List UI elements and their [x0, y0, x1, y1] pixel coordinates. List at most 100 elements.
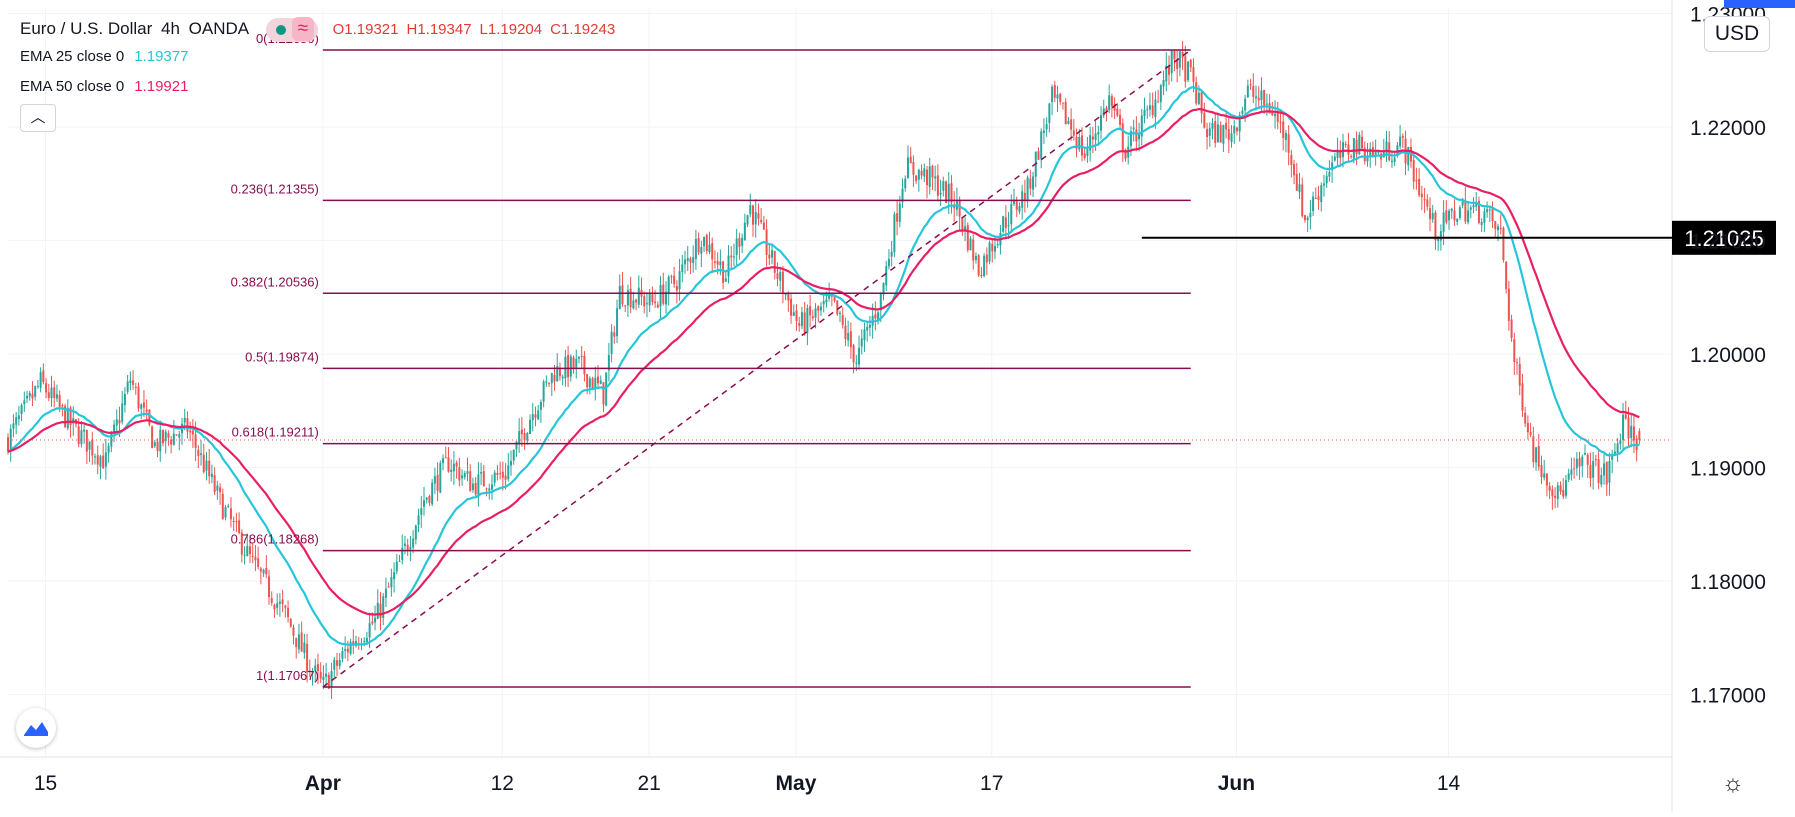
candle-body: [523, 433, 526, 441]
candle: [352, 629, 355, 654]
candle-body: [1021, 191, 1024, 208]
price-tick-label: 1.19000: [1690, 458, 1766, 481]
candle-body: [17, 415, 20, 420]
candle-body: [83, 429, 86, 432]
candle: [406, 538, 409, 556]
candle-body: [909, 156, 912, 164]
candle: [15, 412, 18, 435]
candle-body: [94, 456, 97, 458]
tradingview-logo-icon[interactable]: [16, 708, 56, 748]
candle-body: [382, 596, 385, 618]
indicator-ema25[interactable]: EMA 25 close 0 1.19377: [20, 48, 188, 65]
candle-body: [493, 472, 496, 483]
candle-body: [510, 461, 513, 466]
candle: [991, 238, 994, 263]
candle: [45, 378, 48, 399]
candle: [412, 530, 415, 554]
candle-body: [172, 433, 175, 445]
candle-body: [947, 183, 950, 202]
time-tick-label: 14: [1437, 772, 1461, 795]
candle: [1551, 485, 1554, 510]
candle-body: [1216, 124, 1219, 143]
candle: [1491, 201, 1494, 229]
candle-body: [1377, 151, 1380, 153]
candle: [303, 633, 306, 659]
candle-body: [1225, 122, 1228, 130]
candle: [338, 653, 341, 670]
symbol-name[interactable]: Euro / U.S. Dollar: [20, 19, 153, 39]
candle: [1562, 478, 1565, 500]
candle: [806, 304, 809, 346]
candle-body: [1309, 212, 1312, 218]
candle-body: [1279, 122, 1282, 124]
candle: [335, 652, 338, 676]
candle: [178, 431, 181, 451]
candle: [1594, 454, 1597, 467]
open-value: O1.19321: [332, 21, 399, 39]
indicator-ema50[interactable]: EMA 50 close 0 1.19921: [20, 78, 188, 95]
candle-body: [1018, 206, 1021, 212]
candle-body: [496, 472, 499, 475]
candle-body: [1227, 128, 1230, 140]
candle-body: [1613, 451, 1616, 455]
candle-body: [53, 387, 56, 399]
candle: [640, 277, 643, 306]
candle: [278, 593, 281, 617]
candle-body: [1393, 157, 1396, 162]
candle-body: [1312, 196, 1315, 212]
candle: [1420, 185, 1423, 210]
candle: [501, 461, 504, 491]
candle: [159, 420, 162, 462]
fib-level-label: 0.618(1.19211): [232, 425, 319, 440]
candle-body: [224, 507, 227, 518]
candle: [1567, 468, 1570, 483]
candle-body: [749, 204, 752, 215]
candle: [567, 345, 570, 388]
candle: [711, 237, 714, 273]
wave-icon[interactable]: ≈: [291, 17, 314, 41]
candle: [1116, 103, 1119, 118]
candle-body: [974, 255, 977, 260]
timeframe[interactable]: 4h: [161, 19, 180, 39]
candle-body: [1257, 97, 1260, 101]
candle-body: [1475, 201, 1478, 207]
chevron-up-icon: ︿: [30, 109, 46, 126]
candle: [858, 335, 861, 370]
candle-body: [966, 225, 969, 250]
candle-body: [515, 441, 518, 450]
candle: [539, 399, 542, 423]
candle-body: [436, 474, 439, 491]
candle-body: [945, 181, 948, 203]
candle: [308, 659, 311, 677]
candle-body: [1445, 210, 1448, 223]
candle-body: [316, 664, 319, 671]
candle-body: [221, 493, 224, 520]
candle: [822, 292, 825, 313]
currency-button[interactable]: USD: [1704, 16, 1770, 52]
candle: [1203, 102, 1206, 129]
candle-body: [591, 378, 594, 390]
candle-body: [390, 577, 393, 588]
candle: [819, 302, 822, 317]
candle: [624, 304, 627, 312]
candle: [732, 243, 735, 267]
candle-body: [1559, 485, 1562, 492]
candle: [202, 443, 205, 474]
candle-body: [330, 671, 333, 688]
candle-body: [1214, 121, 1217, 143]
candle: [605, 372, 608, 407]
candle-body: [803, 312, 806, 332]
candle-body: [1295, 173, 1298, 191]
collapse-legend-button[interactable]: ︿: [20, 104, 56, 132]
candle: [860, 329, 863, 355]
gear-icon[interactable]: ☼: [1722, 770, 1744, 797]
status-pill[interactable]: ≈: [265, 17, 318, 42]
candle-body: [809, 306, 812, 316]
candle: [268, 570, 271, 605]
candle-body: [102, 455, 105, 469]
candle-body: [1412, 160, 1415, 182]
candle: [1458, 205, 1461, 221]
candle-body: [1078, 136, 1081, 150]
